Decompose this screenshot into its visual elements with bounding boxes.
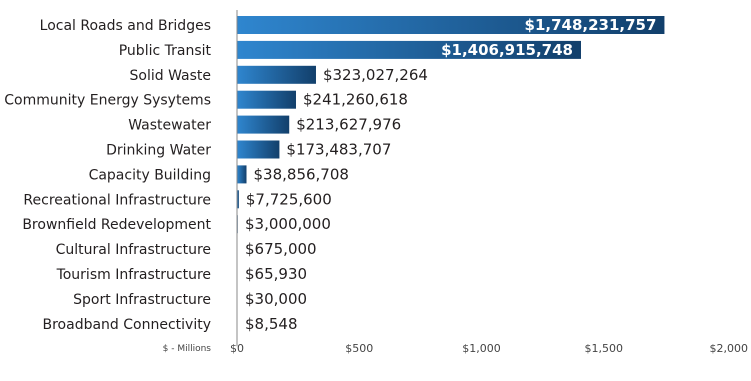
data-label: $1,748,231,757	[525, 16, 657, 34]
x-tick-label: $500	[345, 342, 373, 355]
category-label: Wastewater	[128, 118, 211, 134]
data-label: $7,725,600	[246, 190, 332, 208]
x-tick-label: $2,000	[710, 342, 749, 355]
category-label: Tourism Infrastructure	[56, 267, 211, 283]
category-label: Sport Infrastructure	[73, 292, 211, 308]
bar	[237, 165, 247, 184]
data-label: $173,483,707	[286, 141, 391, 159]
bar	[237, 65, 316, 84]
category-label: Community Energy Sysytems	[4, 93, 211, 109]
data-label: $241,260,618	[303, 91, 408, 109]
data-label: $675,000	[245, 240, 317, 258]
data-label: $1,406,915,748	[441, 41, 573, 59]
category-label: Capacity Building	[89, 167, 211, 183]
category-label: Solid Waste	[130, 68, 212, 84]
category-label: Broadband Connectivity	[43, 317, 212, 333]
x-tick-label: $0	[230, 342, 244, 355]
bar	[237, 40, 581, 59]
category-label: Local Roads and Bridges	[40, 18, 211, 34]
bar	[237, 16, 665, 34]
data-label: $323,027,264	[323, 66, 428, 84]
bar	[237, 190, 239, 209]
data-label: $213,627,976	[296, 116, 401, 134]
data-label: $3,000,000	[245, 215, 331, 233]
data-label: $65,930	[245, 265, 307, 283]
data-label: $30,000	[245, 290, 307, 308]
bar	[237, 90, 296, 109]
category-label: Drinking Water	[106, 143, 211, 159]
category-label: Public Transit	[119, 43, 212, 59]
bar	[237, 115, 290, 134]
data-label: $38,856,708	[254, 165, 349, 183]
bar	[237, 140, 280, 159]
x-axis-unit-label: $ - Millions	[163, 344, 212, 354]
category-label: Recreational Infrastructure	[23, 192, 211, 208]
category-label: Brownfield Redevelopment	[22, 217, 211, 233]
x-tick-label: $1,500	[585, 342, 624, 355]
x-tick-label: $1,000	[462, 342, 501, 355]
data-label: $8,548	[245, 315, 298, 333]
category-label: Cultural Infrastructure	[56, 242, 211, 258]
